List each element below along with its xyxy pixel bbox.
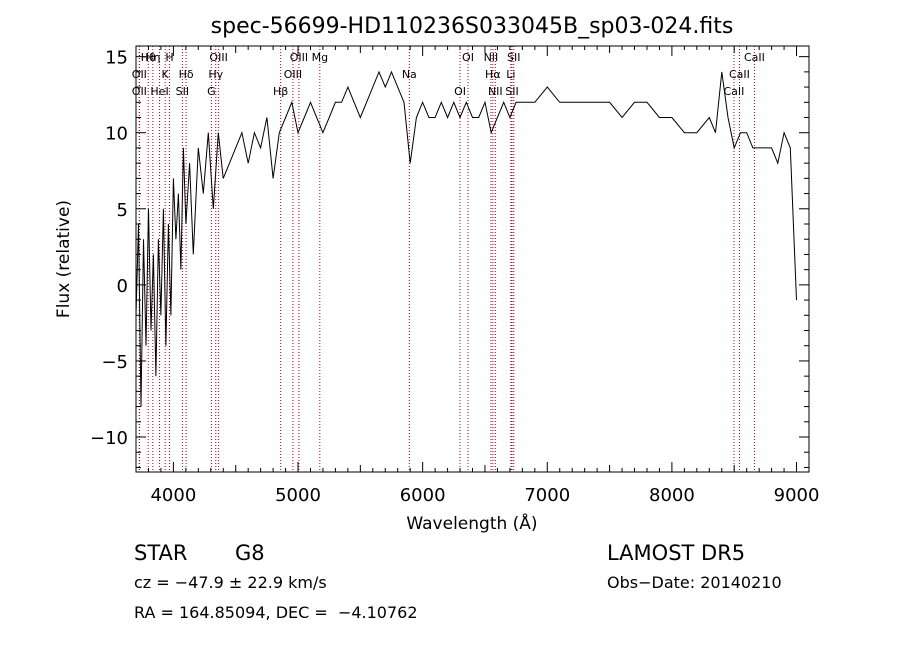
spectral-line-label: CaII bbox=[744, 51, 765, 64]
spectral-line-label: SII bbox=[507, 51, 520, 64]
spectral-line-label: OI bbox=[454, 85, 466, 98]
x-tick-label: 4000 bbox=[150, 485, 196, 506]
flux-line bbox=[135, 70, 797, 407]
spectral-line-label: OIII bbox=[290, 51, 308, 64]
x-tick-label: 6000 bbox=[400, 485, 446, 506]
x-tick-label: 8000 bbox=[649, 485, 695, 506]
object-subclass: G8 bbox=[235, 541, 265, 565]
spectral-line-label: Hγ bbox=[208, 68, 223, 81]
redshift-velocity: cz = −47.9 ± 22.9 km/s bbox=[134, 573, 327, 592]
spectral-line-label: OIII bbox=[209, 51, 227, 64]
spectral-line-label: H bbox=[165, 51, 173, 64]
spectral-line-label: K bbox=[162, 68, 170, 81]
spectral-line-label: G bbox=[207, 85, 216, 98]
x-tick-label: 9000 bbox=[774, 485, 820, 506]
spectral-line-label: HeI bbox=[150, 85, 168, 98]
spectral-line-label: OII bbox=[132, 68, 147, 81]
spectral-line-label: Hη bbox=[145, 51, 160, 64]
survey-name: LAMOST DR5 bbox=[607, 541, 746, 565]
spectral-line-label: OI bbox=[462, 51, 474, 64]
y-axis-label: Flux (relative) bbox=[54, 200, 74, 318]
spectral-line-label: OIII bbox=[284, 68, 302, 81]
spectral-line-label: CaII bbox=[729, 68, 750, 81]
spectral-line-label: Hθ bbox=[141, 51, 156, 64]
plot-frame bbox=[135, 45, 810, 473]
spectral-line-label: NII bbox=[488, 85, 503, 98]
observation-date: Obs−Date: 20140210 bbox=[607, 573, 782, 592]
y-tick-label: −5 bbox=[101, 352, 128, 373]
spectral-line-label: CaII bbox=[724, 85, 745, 98]
x-tick-label: 7000 bbox=[524, 485, 570, 506]
spectral-line-label: Na bbox=[402, 68, 417, 81]
object-class: STAR bbox=[134, 541, 188, 565]
spectral-line-label: NII bbox=[484, 51, 499, 64]
y-axis-ticks: −10 −5 0 5 10 15 bbox=[90, 48, 809, 468]
y-tick-label: 15 bbox=[105, 48, 128, 69]
spectral-line-label: SII bbox=[505, 85, 518, 98]
x-axis-ticks: 4000 5000 6000 7000 8000 9000 bbox=[147, 46, 820, 506]
y-tick-label: 0 bbox=[117, 276, 128, 297]
spectral-line-label: Hα bbox=[485, 68, 501, 81]
spectral-line-label: SII bbox=[176, 85, 189, 98]
y-tick-label: −10 bbox=[90, 428, 128, 449]
spectral-line-label: Li bbox=[506, 68, 515, 81]
spectral-line-label: Hβ bbox=[273, 85, 288, 98]
spectral-line-label: Hδ bbox=[179, 68, 194, 81]
spectral-line-label: Mg bbox=[312, 51, 328, 64]
y-tick-label: 5 bbox=[117, 200, 128, 221]
y-tick-label: 10 bbox=[105, 124, 128, 145]
spectral-line-labels: HθOIIOIIHηKHeIHHδSIIOIIIHγGOIIIOIIIHβMgN… bbox=[132, 51, 765, 98]
chart-title: spec-56699-HD110236S033045B_sp03-024.fit… bbox=[211, 14, 734, 39]
x-axis-label: Wavelength (Å) bbox=[406, 512, 537, 534]
sky-coordinates: RA = 164.85094, DEC = −4.10762 bbox=[134, 603, 418, 622]
spectral-line-markers bbox=[138, 46, 755, 472]
x-tick-label: 5000 bbox=[275, 485, 321, 506]
